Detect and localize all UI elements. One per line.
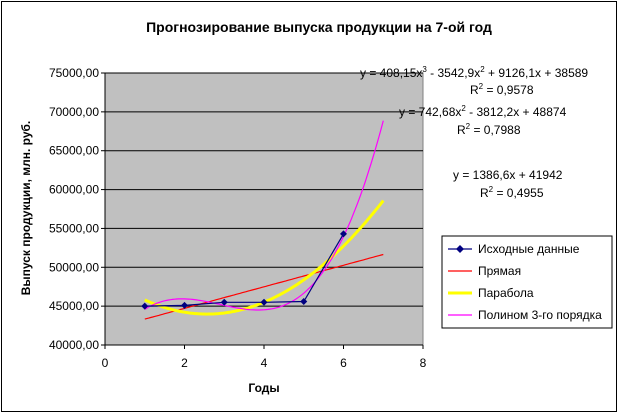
legend-marker-source — [456, 245, 464, 253]
legend-item-parabola: Парабола — [448, 286, 534, 300]
data-point — [220, 298, 228, 306]
y-tick-label: 50000,00 — [49, 260, 99, 274]
data-point — [141, 302, 149, 310]
y-tick-label: 75000,00 — [49, 66, 99, 80]
equation-linear-text: y = 1386,6x + 41942 — [453, 168, 563, 182]
equation-poly3: y = 408,15x3 - 3542,9x2 + 9126,1x + 3858… — [360, 65, 588, 97]
legend-box — [441, 235, 613, 329]
equation-poly3-text: y = 408,15x3 - 3542,9x2 + 9126,1x + 3858… — [360, 65, 588, 80]
x-tick-label: 0 — [102, 356, 109, 370]
x-axis-label: Годы — [248, 381, 279, 395]
data-point — [340, 230, 347, 238]
r2-linear: R2 = 0,4955 — [480, 185, 544, 200]
data-point — [260, 298, 268, 306]
data-point — [300, 297, 308, 305]
legend-label-linear: Прямая — [478, 264, 521, 278]
legend-item-poly3: Полином 3-го порядка — [448, 308, 602, 322]
equation-parabola-text: y = 742,68x2 - 3812,2x + 48874 — [399, 104, 567, 119]
chart-title: Прогнозирование выпуска продукции на 7-о… — [146, 19, 492, 35]
legend-item-source: Исходные данные — [448, 242, 580, 256]
equation-parabola: y = 742,68x2 - 3812,2x + 48874 R2 = 0,79… — [399, 104, 567, 137]
x-tick-label: 2 — [181, 356, 188, 370]
y-tick-label: 70000,00 — [49, 105, 99, 119]
y-tick-label: 45000,00 — [49, 299, 99, 313]
x-tick-label: 4 — [261, 356, 268, 370]
data-point — [181, 301, 188, 309]
axes — [101, 72, 424, 349]
series-line-source — [144, 233, 345, 307]
legend: Исходные данные Прямая Парабола Полином … — [441, 235, 613, 329]
legend-label-poly3: Полином 3-го порядка — [478, 308, 602, 322]
legend-label-parabola: Парабола — [478, 286, 534, 300]
x-tick-label: 8 — [420, 356, 427, 370]
x-tick-labels: 0 2 4 6 8 — [102, 356, 427, 370]
y-axis-label: Выпуск продукции, млн. руб. — [19, 121, 33, 296]
y-tick-label: 55000,00 — [49, 221, 99, 235]
data-series — [141, 230, 347, 310]
y-tick-label: 65000,00 — [49, 144, 99, 158]
y-tick-label: 60000,00 — [49, 183, 99, 197]
equation-linear: y = 1386,6x + 41942 R2 = 0,4955 — [453, 168, 563, 200]
r2-poly3: R2 = 0,9578 — [470, 82, 534, 97]
y-tick-label: 40000,00 — [49, 338, 99, 352]
legend-item-linear: Прямая — [448, 264, 521, 278]
x-tick-label: 6 — [340, 356, 347, 370]
r2-parabola: R2 = 0,7988 — [457, 122, 521, 137]
y-tick-labels: 40000,00 45000,00 50000,00 55000,00 60000,00… — [49, 66, 99, 352]
legend-label-source: Исходные данные — [478, 242, 580, 256]
